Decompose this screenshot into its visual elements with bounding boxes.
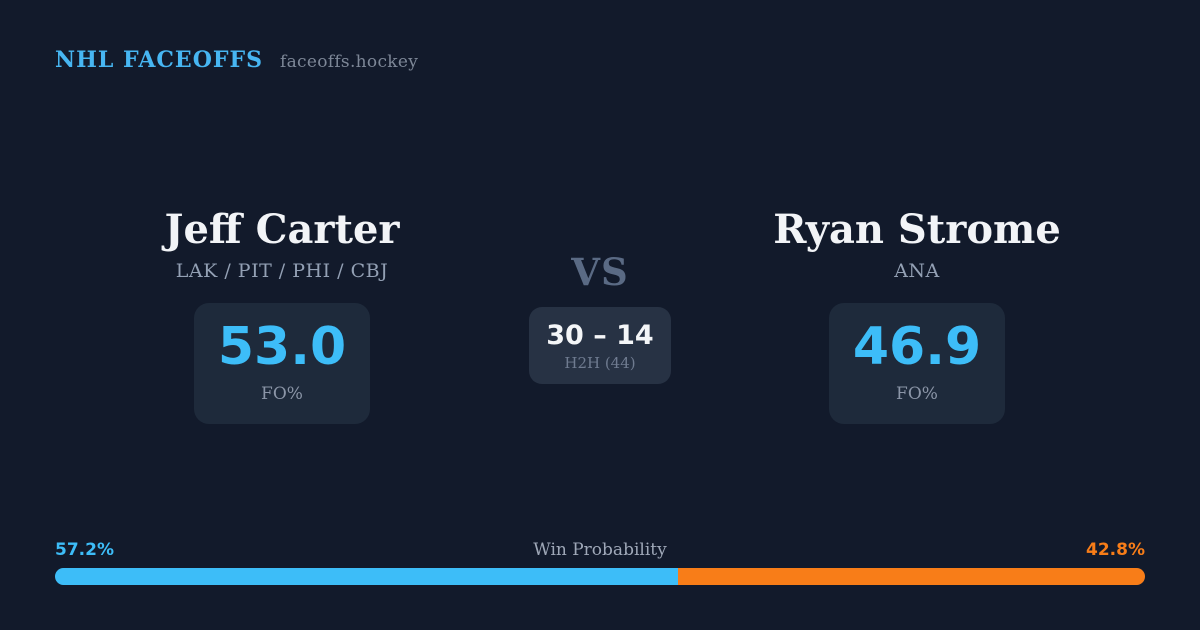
head-to-head-score: 30 – 14 (546, 320, 654, 351)
head-to-head-label: H2H (44) (564, 354, 636, 372)
win-probability-bar-right-segment (678, 568, 1145, 585)
player-right-column: Ryan Strome ANA 46.9 FO% (729, 208, 1105, 424)
versus-column: VS 30 – 14 H2H (44) (480, 252, 720, 384)
win-probability-labels: 57.2% Win Probability 42.8% (55, 540, 1145, 560)
player-right-faceoff-pct: 46.9 (852, 317, 982, 377)
player-left-teams: LAK / PIT / PHI / CBJ (175, 260, 389, 282)
player-left-column: Jeff Carter LAK / PIT / PHI / CBJ 53.0 F… (94, 208, 470, 424)
player-right-stat-label: FO% (896, 384, 938, 404)
player-right-name: Ryan Strome (773, 206, 1061, 253)
brand-title: NHL FACEOFFS (55, 47, 263, 73)
player-left-faceoff-pct: 53.0 (217, 317, 347, 377)
win-probability-bar-left-segment (55, 568, 679, 585)
player-left-stat-card: 53.0 FO% (194, 303, 370, 424)
win-probability-right-pct: 42.8% (1086, 540, 1145, 560)
vs-label: VS (571, 250, 629, 294)
player-right-teams: ANA (894, 260, 940, 282)
head-to-head-card: 30 – 14 H2H (44) (529, 307, 671, 384)
win-probability-title: Win Probability (533, 540, 667, 560)
player-right-stat-card: 46.9 FO% (829, 303, 1005, 424)
player-left-stat-label: FO% (261, 384, 303, 404)
player-left-name: Jeff Carter (164, 206, 400, 253)
header: NHL FACEOFFS faceoffs.hockey (55, 47, 418, 73)
win-probability-bar (55, 568, 1145, 585)
win-probability-section: 57.2% Win Probability 42.8% (55, 540, 1145, 585)
brand-domain: faceoffs.hockey (280, 52, 419, 72)
win-probability-left-pct: 57.2% (55, 540, 114, 560)
